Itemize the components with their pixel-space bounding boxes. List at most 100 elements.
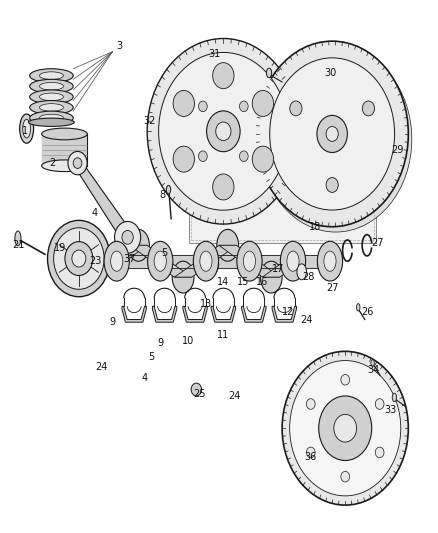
- Polygon shape: [174, 261, 215, 277]
- Circle shape: [341, 375, 350, 385]
- Circle shape: [290, 360, 401, 496]
- Text: 31: 31: [208, 50, 221, 59]
- Ellipse shape: [30, 79, 73, 93]
- Ellipse shape: [357, 304, 360, 311]
- Circle shape: [326, 177, 338, 192]
- Circle shape: [240, 151, 248, 161]
- Text: 21: 21: [13, 240, 25, 251]
- Ellipse shape: [324, 251, 336, 271]
- Ellipse shape: [266, 68, 272, 78]
- Polygon shape: [188, 113, 376, 243]
- Ellipse shape: [30, 90, 73, 104]
- Text: 5: 5: [148, 352, 155, 361]
- Ellipse shape: [28, 118, 74, 126]
- Circle shape: [72, 250, 86, 267]
- Circle shape: [341, 471, 350, 482]
- Text: 8: 8: [159, 190, 166, 200]
- Circle shape: [198, 151, 207, 161]
- Text: 37: 37: [124, 254, 136, 263]
- Circle shape: [191, 383, 201, 396]
- Text: 9: 9: [157, 338, 163, 349]
- Ellipse shape: [166, 185, 171, 194]
- Circle shape: [213, 174, 234, 200]
- Circle shape: [334, 414, 357, 442]
- Text: 29: 29: [391, 145, 404, 155]
- Text: 4: 4: [92, 208, 98, 219]
- Text: 10: 10: [182, 336, 194, 346]
- Circle shape: [307, 447, 315, 458]
- Circle shape: [213, 63, 234, 88]
- Circle shape: [362, 101, 374, 116]
- Ellipse shape: [280, 241, 306, 281]
- Ellipse shape: [20, 114, 34, 143]
- Ellipse shape: [104, 241, 129, 281]
- Circle shape: [252, 146, 274, 172]
- Ellipse shape: [154, 251, 166, 271]
- Circle shape: [259, 46, 412, 232]
- Text: 27: 27: [326, 282, 339, 293]
- Circle shape: [252, 91, 274, 116]
- Circle shape: [240, 101, 248, 111]
- Text: 25: 25: [193, 389, 206, 399]
- Circle shape: [282, 351, 408, 505]
- Circle shape: [375, 447, 384, 458]
- Text: 30: 30: [324, 68, 336, 78]
- Ellipse shape: [200, 251, 212, 271]
- Polygon shape: [241, 261, 280, 277]
- Text: 11: 11: [217, 330, 230, 341]
- Ellipse shape: [30, 69, 73, 83]
- Polygon shape: [211, 306, 236, 322]
- Ellipse shape: [193, 241, 219, 281]
- Circle shape: [317, 115, 347, 152]
- Polygon shape: [183, 306, 207, 322]
- Text: 14: 14: [217, 277, 230, 287]
- Text: 16: 16: [256, 277, 268, 287]
- Text: 27: 27: [371, 238, 384, 248]
- Ellipse shape: [127, 229, 149, 261]
- Circle shape: [173, 146, 194, 172]
- Ellipse shape: [260, 261, 282, 293]
- Ellipse shape: [371, 360, 374, 367]
- Text: 24: 24: [300, 314, 312, 325]
- Ellipse shape: [172, 261, 194, 293]
- Polygon shape: [152, 306, 177, 322]
- Text: 9: 9: [110, 317, 116, 327]
- Bar: [191, 115, 374, 240]
- Ellipse shape: [39, 114, 64, 122]
- Text: 17: 17: [272, 264, 284, 274]
- Circle shape: [68, 151, 87, 175]
- Text: 13: 13: [200, 298, 212, 309]
- Polygon shape: [262, 261, 302, 277]
- Circle shape: [216, 122, 231, 141]
- Polygon shape: [272, 306, 297, 322]
- Text: 18: 18: [309, 222, 321, 232]
- Ellipse shape: [42, 128, 87, 140]
- Circle shape: [159, 52, 288, 210]
- Circle shape: [207, 111, 240, 152]
- Polygon shape: [130, 245, 169, 261]
- Text: 32: 32: [143, 116, 155, 126]
- Ellipse shape: [15, 231, 21, 246]
- Text: 15: 15: [237, 277, 249, 287]
- Ellipse shape: [392, 393, 396, 402]
- Ellipse shape: [39, 83, 64, 90]
- Text: 28: 28: [302, 272, 314, 282]
- Text: 12: 12: [283, 306, 295, 317]
- Circle shape: [47, 220, 110, 297]
- Text: 19: 19: [54, 243, 66, 253]
- Ellipse shape: [39, 72, 64, 79]
- Polygon shape: [108, 245, 147, 261]
- Ellipse shape: [30, 101, 73, 114]
- Ellipse shape: [217, 229, 239, 261]
- Circle shape: [198, 101, 207, 111]
- Ellipse shape: [244, 251, 255, 271]
- Polygon shape: [72, 163, 135, 237]
- Circle shape: [147, 38, 300, 224]
- Ellipse shape: [39, 103, 64, 111]
- Circle shape: [326, 126, 338, 141]
- Text: 4: 4: [142, 373, 148, 383]
- Ellipse shape: [39, 93, 64, 101]
- Text: 33: 33: [385, 405, 397, 415]
- Ellipse shape: [111, 251, 123, 271]
- Circle shape: [73, 158, 82, 168]
